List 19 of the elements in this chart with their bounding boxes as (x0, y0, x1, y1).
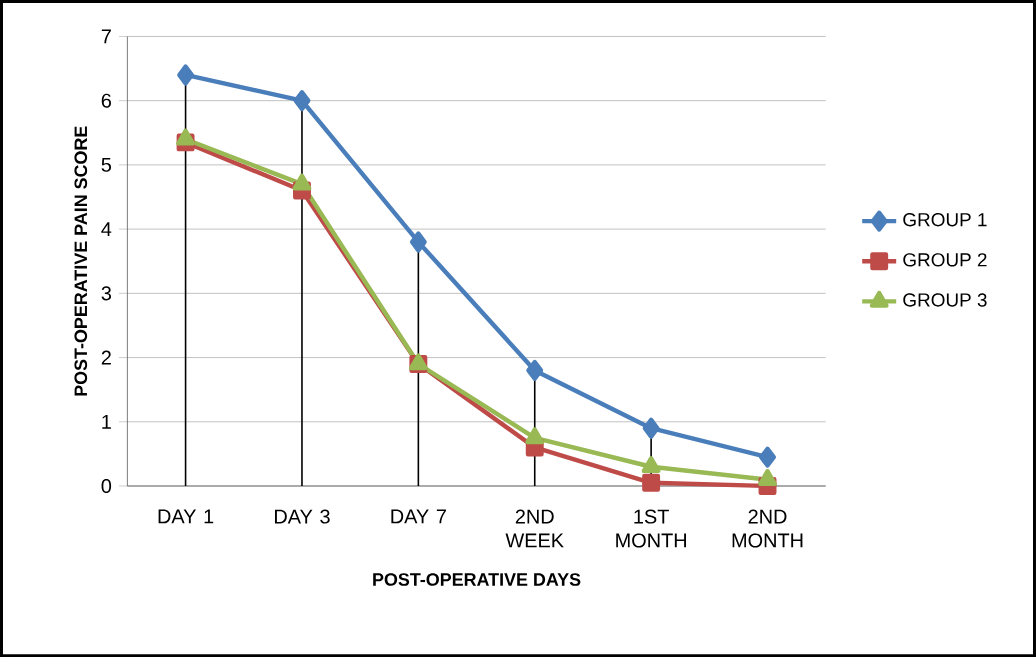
y-tick-label: 3 (101, 286, 111, 301)
y-tick-label: 1 (102, 414, 111, 429)
y-tick-label: 4 (101, 222, 112, 236)
y-tick-label: 2 (101, 350, 111, 365)
x-tick-label: 2ND MONTH (732, 509, 803, 548)
y-tick-label: 6 (101, 93, 111, 108)
y-axis-title: POST-OPERATIVE PAIN SCORE (74, 126, 88, 396)
legend-label: GROUP 3 (903, 293, 987, 307)
x-tick-label: 2ND WEEK (505, 509, 564, 548)
x-tick-label: 1ST MONTH (616, 509, 687, 548)
x-tick-label: DAY 3 (275, 509, 330, 524)
x-axis-title: POST-OPERATIVE DAYS (373, 572, 581, 586)
legend-label: GROUP 2 (903, 252, 987, 267)
y-tick-label: 0 (101, 478, 112, 493)
y-tick-label: 5 (101, 157, 112, 172)
x-tick-label: DAY 1 (158, 509, 214, 524)
y-tick-label: 7 (101, 29, 111, 44)
x-tick-label: DAY 7 (391, 509, 446, 524)
legend-label: GROUP 1 (903, 212, 987, 227)
